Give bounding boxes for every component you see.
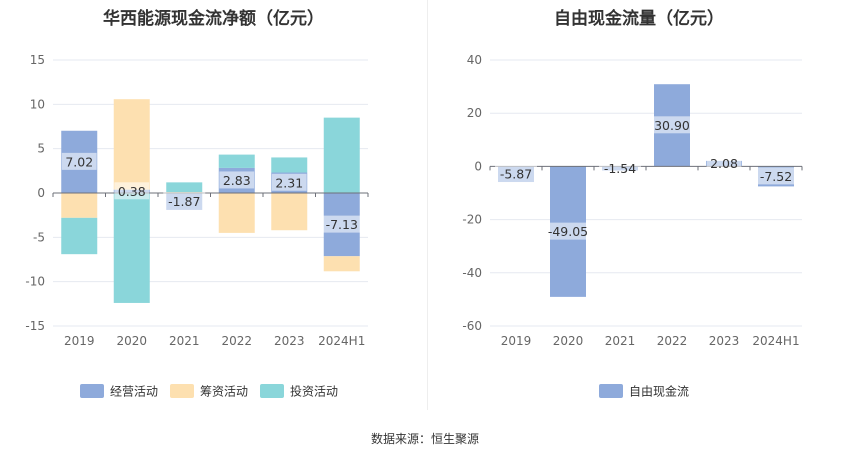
left-bar xyxy=(61,193,98,218)
right-data-label-bg xyxy=(495,165,537,183)
right-x-tick-label: 2024H1 xyxy=(752,334,799,348)
left-data-label: 0.38 xyxy=(118,184,146,199)
right-y-tick-label: -20 xyxy=(462,213,482,227)
right-data-label-bg xyxy=(599,159,641,177)
right-x-tick-label: 2023 xyxy=(709,334,740,348)
left-bar xyxy=(271,193,308,231)
left-y-tick-label: 0 xyxy=(37,186,45,200)
left-bar xyxy=(323,256,360,272)
right-y-tick-label: 40 xyxy=(467,53,482,67)
chart-divider xyxy=(427,0,428,410)
left-bar xyxy=(271,157,308,173)
right-y-tick-label: 0 xyxy=(474,159,482,173)
right-chart-title: 自由现金流量（亿元） xyxy=(554,9,724,29)
left-data-label: -1.87 xyxy=(168,194,200,209)
right-y-tick-label: -40 xyxy=(462,266,482,280)
right-data-label-bg xyxy=(755,167,797,185)
right-data-label: 2.08 xyxy=(710,156,738,171)
right-data-label: -5.87 xyxy=(500,167,532,182)
right-x-tick-label: 2021 xyxy=(605,334,636,348)
left-legend-label: 经营活动 xyxy=(110,385,158,399)
left-chart-title: 华西能源现金流净额（亿元） xyxy=(103,9,324,29)
left-bar xyxy=(61,217,98,255)
left-x-tick-label: 2019 xyxy=(64,334,95,348)
left-data-label: 7.02 xyxy=(65,154,93,169)
left-bar xyxy=(323,117,360,193)
left-y-tick-label: 15 xyxy=(30,53,45,67)
left-data-label: 2.83 xyxy=(223,173,251,188)
left-data-label-bg xyxy=(163,192,206,210)
right-data-label-bg xyxy=(651,116,693,134)
left-bar xyxy=(218,193,255,233)
left-bar xyxy=(113,193,150,303)
left-data-label: -7.13 xyxy=(326,217,358,232)
right-legend-label: 自由现金流 xyxy=(629,384,689,399)
left-y-tick-label: 10 xyxy=(30,97,45,111)
left-y-tick-label: -15 xyxy=(25,319,45,333)
left-legend-label: 投资活动 xyxy=(290,384,338,399)
right-y-tick-label: 20 xyxy=(467,106,482,120)
left-data-label: 2.31 xyxy=(275,175,303,190)
right-data-label-bg xyxy=(706,154,742,172)
left-bar xyxy=(166,182,203,193)
left-y-tick-label: -5 xyxy=(33,230,45,244)
right-legend-swatch xyxy=(599,384,623,398)
left-legend-label: 筹资活动 xyxy=(200,385,248,399)
data-source-note: 数据来源：恒生聚源 xyxy=(370,432,479,446)
left-x-tick-label: 2020 xyxy=(116,334,147,348)
left-y-tick-label: -10 xyxy=(25,275,45,289)
right-data-label-bg xyxy=(543,222,593,240)
left-x-tick-label: 2023 xyxy=(274,334,305,348)
left-legend-swatch xyxy=(80,384,104,398)
left-data-label-bg xyxy=(271,173,307,191)
left-legend-swatch xyxy=(260,384,284,398)
left-bar xyxy=(113,99,150,190)
left-x-tick-label: 2024H1 xyxy=(318,334,365,348)
right-x-tick-label: 2022 xyxy=(657,334,688,348)
right-data-label: -7.52 xyxy=(760,169,792,184)
right-y-tick-label: -60 xyxy=(462,319,482,333)
left-x-tick-label: 2022 xyxy=(221,334,252,348)
right-data-label: -1.54 xyxy=(604,161,636,176)
left-y-tick-label: 5 xyxy=(37,142,45,156)
left-data-label-bg xyxy=(320,215,363,233)
left-x-tick-label: 2021 xyxy=(169,334,200,348)
left-bar xyxy=(218,154,255,168)
right-x-tick-label: 2020 xyxy=(553,334,584,348)
left-legend-swatch xyxy=(170,384,194,398)
right-data-label: 30.90 xyxy=(654,118,690,133)
left-data-label-bg xyxy=(61,152,97,170)
left-data-label-bg xyxy=(219,171,255,189)
right-x-tick-label: 2019 xyxy=(501,334,532,348)
left-data-label-bg xyxy=(114,182,150,200)
right-data-label: -49.05 xyxy=(548,224,588,239)
